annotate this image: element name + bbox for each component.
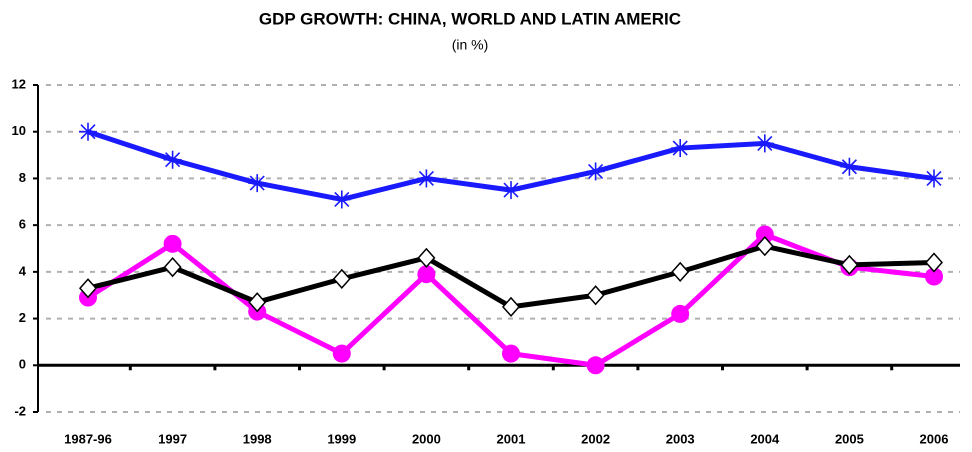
marker <box>925 267 943 286</box>
x-tick-label: 2003 <box>666 431 695 446</box>
marker <box>501 296 521 318</box>
y-tick-label: 10 <box>12 123 26 138</box>
marker-stroke <box>588 163 604 179</box>
marker-stroke <box>249 175 265 191</box>
x-tick-label: 2006 <box>920 431 949 446</box>
marker <box>332 190 351 209</box>
chart-title: GDP GROWTH: CHINA, WORLD AND LATIN AMERI… <box>259 9 681 28</box>
marker <box>78 278 98 299</box>
y-tick-label: -2 <box>14 403 26 418</box>
x-tick-label: 2002 <box>581 431 610 446</box>
marker <box>671 304 690 323</box>
marker <box>586 285 605 306</box>
x-tick-label: 1999 <box>327 431 356 446</box>
marker-stroke <box>503 182 519 198</box>
marker <box>502 344 520 363</box>
marker <box>755 134 774 153</box>
marker <box>332 344 351 363</box>
marker <box>248 174 267 193</box>
marker-stroke <box>80 124 96 140</box>
marker <box>671 261 690 282</box>
marker <box>840 254 859 275</box>
x-tick-label: 1997 <box>158 431 187 446</box>
marker <box>248 292 267 313</box>
marker <box>417 169 436 188</box>
marker-stroke <box>757 135 773 151</box>
y-tick-label: 8 <box>19 170 26 185</box>
marker <box>417 265 436 284</box>
marker <box>417 247 436 268</box>
y-tick-label: 2 <box>19 310 26 325</box>
x-tick-label: 2005 <box>835 431 864 446</box>
marker-stroke <box>672 140 688 156</box>
marker <box>586 356 605 375</box>
marker <box>586 162 605 181</box>
marker-stroke <box>165 152 181 168</box>
x-tick-label: 2004 <box>750 431 780 446</box>
marker <box>163 150 182 169</box>
marker <box>755 236 774 257</box>
marker <box>502 181 520 200</box>
chart-subtitle: (in %) <box>452 37 489 53</box>
x-tick-label: 2001 <box>497 431 526 446</box>
marker <box>924 252 944 273</box>
marker <box>332 268 351 289</box>
marker <box>671 139 690 158</box>
x-tick-label: 2000 <box>412 431 441 446</box>
marker-stroke <box>334 191 350 208</box>
marker <box>925 169 943 188</box>
y-tick-label: 12 <box>12 76 26 91</box>
y-tick-label: 0 <box>19 357 26 372</box>
marker-stroke <box>418 170 434 186</box>
y-tick-label: 6 <box>19 217 26 232</box>
x-tick-label: 1998 <box>243 431 272 446</box>
marker <box>755 225 774 244</box>
marker <box>840 157 859 176</box>
x-tick-label: 1987-96 <box>64 431 112 446</box>
marker-stroke <box>841 159 857 175</box>
marker-stroke <box>926 170 942 186</box>
y-tick-label: 4 <box>19 263 27 278</box>
marker <box>163 234 182 253</box>
marker <box>163 257 182 278</box>
marker <box>79 122 97 141</box>
